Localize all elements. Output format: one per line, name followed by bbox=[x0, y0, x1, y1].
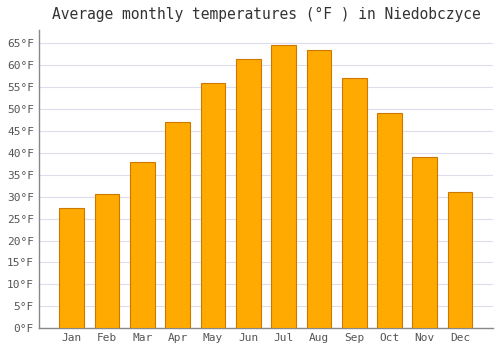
Bar bbox=[448, 192, 472, 328]
Bar bbox=[377, 113, 402, 328]
Bar bbox=[200, 83, 226, 328]
Bar bbox=[412, 157, 437, 328]
Bar bbox=[60, 208, 84, 328]
Bar bbox=[342, 78, 366, 328]
Bar bbox=[94, 195, 120, 328]
Bar bbox=[271, 46, 296, 328]
Bar bbox=[166, 122, 190, 328]
Title: Average monthly temperatures (°F ) in Niedobczyce: Average monthly temperatures (°F ) in Ni… bbox=[52, 7, 480, 22]
Bar bbox=[306, 50, 331, 328]
Bar bbox=[236, 58, 260, 328]
Bar bbox=[130, 162, 155, 328]
